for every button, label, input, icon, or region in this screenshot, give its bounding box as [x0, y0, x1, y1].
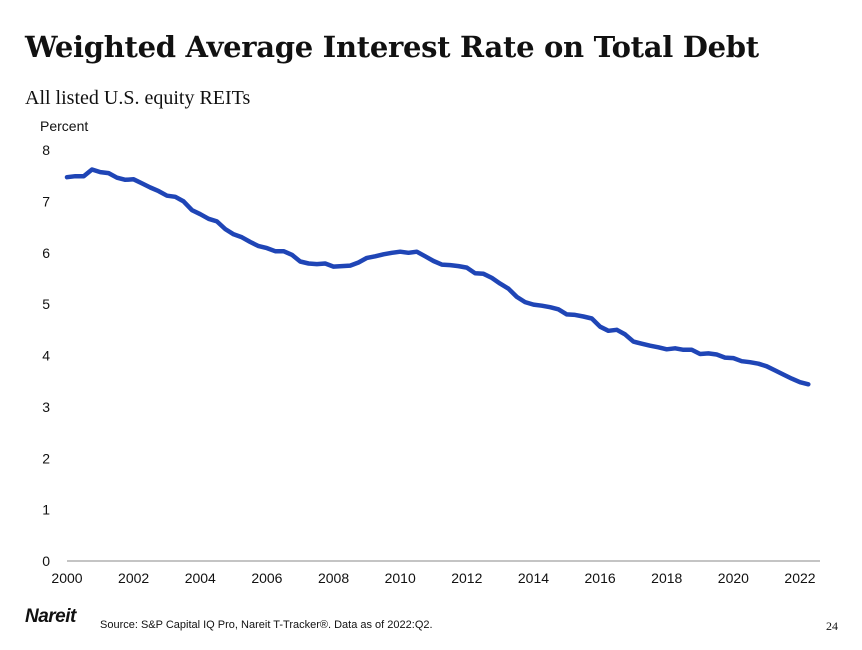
- y-tick-label: 7: [42, 193, 50, 209]
- y-tick-label: 5: [42, 296, 50, 312]
- x-tick-label: 2000: [51, 570, 82, 586]
- x-tick-label: 2016: [585, 570, 616, 586]
- y-tick-label: 2: [42, 450, 50, 466]
- y-tick-label: 8: [42, 142, 50, 158]
- y-tick-label: 1: [42, 502, 50, 518]
- y-tick-label: 6: [42, 245, 50, 261]
- y-tick-label: 3: [42, 399, 50, 415]
- x-tick-label: 2004: [185, 570, 216, 586]
- x-tick-label: 2010: [385, 570, 416, 586]
- x-tick-label: 2020: [718, 570, 749, 586]
- x-tick-label: 2002: [118, 570, 149, 586]
- x-tick-labels: 2000 2002 2004 2006 2008 2010 2012 2014 2016 2018…: [51, 570, 815, 586]
- source-note: Source: S&P Capital IQ Pro, Nareit T-Tra…: [100, 619, 433, 631]
- y-axis-label: Percent: [40, 118, 88, 134]
- x-tick-label: 2006: [251, 570, 282, 586]
- y-tick-label: 4: [42, 348, 50, 364]
- x-tick-label: 2022: [784, 570, 815, 586]
- x-tick-label: 2014: [518, 570, 549, 586]
- y-tick-labels: 0 1 2 3 4 5 6 7 8: [42, 142, 50, 569]
- chart-subtitle: All listed U.S. equity REITs: [25, 87, 251, 109]
- chart-title: Weighted Average Interest Rate on Total …: [25, 30, 759, 64]
- page-number: 24: [826, 619, 838, 633]
- nareit-logo: Nareit: [25, 606, 76, 627]
- x-tick-label: 2012: [451, 570, 482, 586]
- x-tick-label: 2008: [318, 570, 349, 586]
- series-line-interest-rate: [64, 167, 811, 387]
- x-tick-label: 2018: [651, 570, 682, 586]
- y-tick-label: 0: [42, 553, 50, 569]
